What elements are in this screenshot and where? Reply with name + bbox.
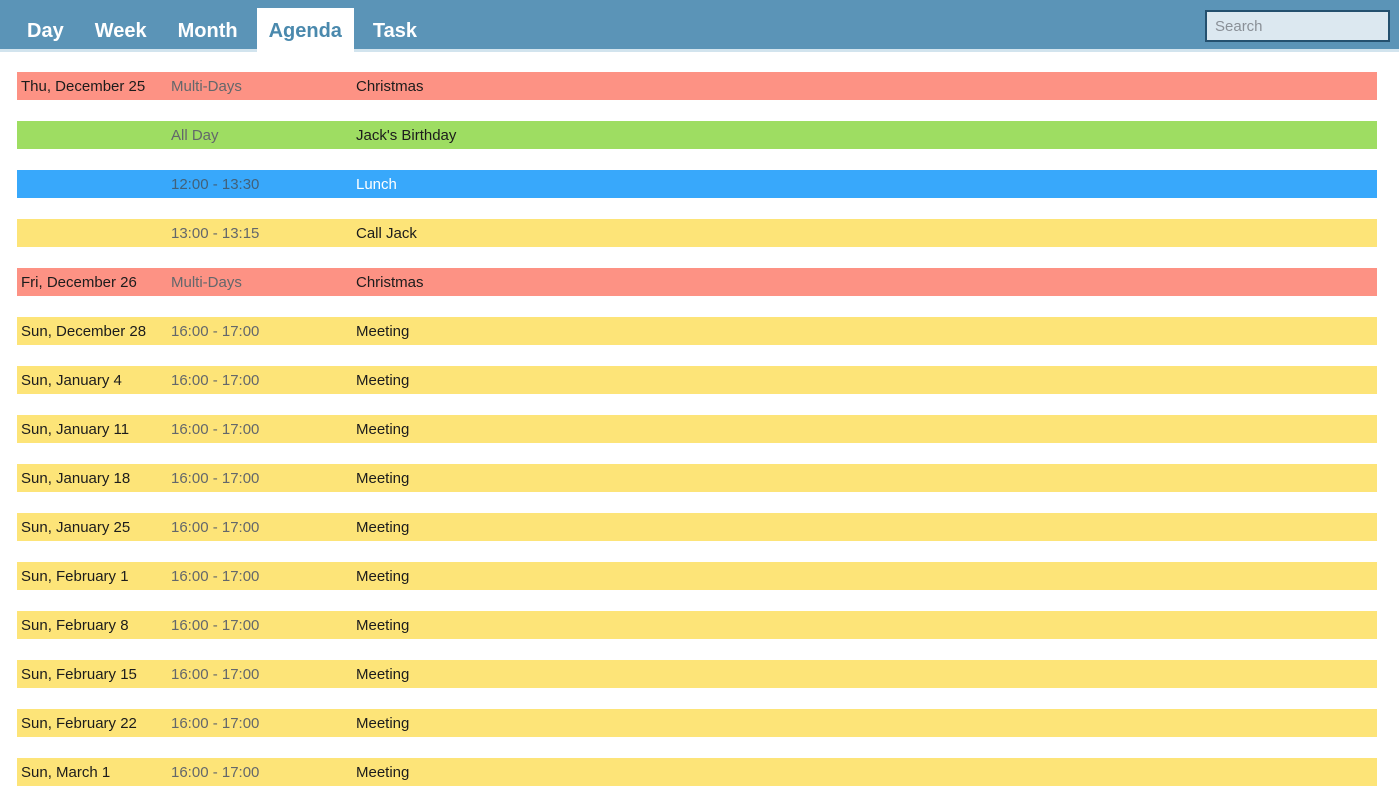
agenda-subject: Call Jack bbox=[356, 224, 417, 242]
agenda-row[interactable]: Sun, January 18 16:00 - 17:00 Meeting bbox=[17, 464, 1377, 492]
agenda-date: Fri, December 26 bbox=[21, 273, 137, 291]
agenda-date: Sun, January 11 bbox=[21, 420, 130, 438]
tab-label: Week bbox=[94, 20, 147, 42]
agenda-row[interactable]: Sun, January 25 16:00 - 17:00 Meeting bbox=[17, 513, 1377, 541]
agenda-date: Sun, March 1 bbox=[21, 763, 111, 781]
agenda-subject: Meeting bbox=[356, 616, 410, 634]
agenda-time: Multi-Days bbox=[171, 273, 242, 291]
agenda-time: All Day bbox=[171, 126, 219, 144]
agenda-date: Sun, January 4 bbox=[21, 371, 122, 389]
agenda-date: Sun, February 15 bbox=[21, 665, 137, 683]
tab-label: Agenda bbox=[268, 20, 342, 42]
agenda-subject: Lunch bbox=[356, 175, 397, 193]
agenda-date: Sun, February 1 bbox=[21, 567, 129, 585]
tab-agenda[interactable]: Agenda bbox=[256, 8, 354, 52]
search-input[interactable] bbox=[1205, 10, 1390, 42]
agenda-time: 16:00 - 17:00 bbox=[171, 518, 260, 536]
agenda-date: Sun, January 18 bbox=[21, 469, 131, 487]
agenda-subject: Meeting bbox=[356, 518, 410, 536]
agenda-time: 16:00 - 17:00 bbox=[171, 322, 260, 340]
toolbar: Day Week Month Agenda Task bbox=[0, 0, 1399, 52]
agenda-row[interactable]: Sun, February 1 16:00 - 17:00 Meeting bbox=[17, 562, 1377, 590]
agenda-row[interactable]: Sun, January 4 16:00 - 17:00 Meeting bbox=[17, 366, 1377, 394]
agenda-time: Multi-Days bbox=[171, 77, 242, 95]
agenda-subject: Meeting bbox=[356, 567, 410, 585]
agenda-subject: Meeting bbox=[356, 763, 410, 781]
tab-label: Task bbox=[372, 20, 418, 42]
agenda-date: Sun, December 28 bbox=[21, 322, 147, 340]
agenda-time: 13:00 - 13:15 bbox=[171, 224, 260, 242]
agenda-subject: Meeting bbox=[356, 322, 410, 340]
agenda-row[interactable]: Fri, December 26 Multi-Days Christmas bbox=[17, 268, 1377, 296]
agenda-subject: Christmas bbox=[356, 273, 424, 291]
tab-label: Day bbox=[27, 20, 64, 42]
agenda-row[interactable]: Sun, March 1 16:00 - 17:00 Meeting bbox=[17, 758, 1377, 786]
agenda-time: 12:00 - 13:30 bbox=[171, 175, 260, 193]
agenda-row[interactable]: Thu, December 25 Multi-Days Christmas bbox=[17, 72, 1377, 100]
agenda-time: 16:00 - 17:00 bbox=[171, 714, 260, 732]
agenda-time: 16:00 - 17:00 bbox=[171, 420, 260, 438]
view-tabs: Day Week Month Agenda Task bbox=[0, 8, 436, 52]
agenda-time: 16:00 - 17:00 bbox=[171, 469, 260, 487]
agenda-time: 16:00 - 17:00 bbox=[171, 616, 260, 634]
agenda-row[interactable]: Sun, February 8 16:00 - 17:00 Meeting bbox=[17, 611, 1377, 639]
tab-day[interactable]: Day bbox=[15, 8, 76, 52]
tab-task[interactable]: Task bbox=[361, 8, 429, 52]
agenda-time: 16:00 - 17:00 bbox=[171, 371, 260, 389]
agenda-date: Sun, January 25 bbox=[21, 518, 131, 536]
agenda-row[interactable]: Sun, February 22 16:00 - 17:00 Meeting bbox=[17, 709, 1377, 737]
agenda-subject: Meeting bbox=[356, 420, 410, 438]
agenda-subject: Meeting bbox=[356, 714, 410, 732]
agenda-list: Thu, December 25 Multi-Days Christmas Al… bbox=[0, 52, 1399, 786]
agenda-subject: Meeting bbox=[356, 371, 410, 389]
tab-month[interactable]: Month bbox=[166, 8, 250, 52]
agenda-row[interactable]: 12:00 - 13:30 Lunch bbox=[17, 170, 1377, 198]
agenda-row[interactable]: Sun, December 28 16:00 - 17:00 Meeting bbox=[17, 317, 1377, 345]
agenda-date: Sun, February 8 bbox=[21, 616, 129, 634]
agenda-time: 16:00 - 17:00 bbox=[171, 567, 260, 585]
tab-week[interactable]: Week bbox=[83, 8, 159, 52]
agenda-row[interactable]: 13:00 - 13:15 Call Jack bbox=[17, 219, 1377, 247]
agenda-row[interactable]: Sun, February 15 16:00 - 17:00 Meeting bbox=[17, 660, 1377, 688]
agenda-row[interactable]: All Day Jack's Birthday bbox=[17, 121, 1377, 149]
agenda-time: 16:00 - 17:00 bbox=[171, 763, 260, 781]
agenda-date: Sun, February 22 bbox=[21, 714, 137, 732]
agenda-time: 16:00 - 17:00 bbox=[171, 665, 260, 683]
agenda-subject: Jack's Birthday bbox=[356, 126, 457, 144]
agenda-subject: Christmas bbox=[356, 77, 424, 95]
agenda-row[interactable]: Sun, January 11 16:00 - 17:00 Meeting bbox=[17, 415, 1377, 443]
tab-label: Month bbox=[177, 20, 238, 42]
agenda-subject: Meeting bbox=[356, 665, 410, 683]
agenda-date: Thu, December 25 bbox=[21, 77, 146, 95]
agenda-subject: Meeting bbox=[356, 469, 410, 487]
